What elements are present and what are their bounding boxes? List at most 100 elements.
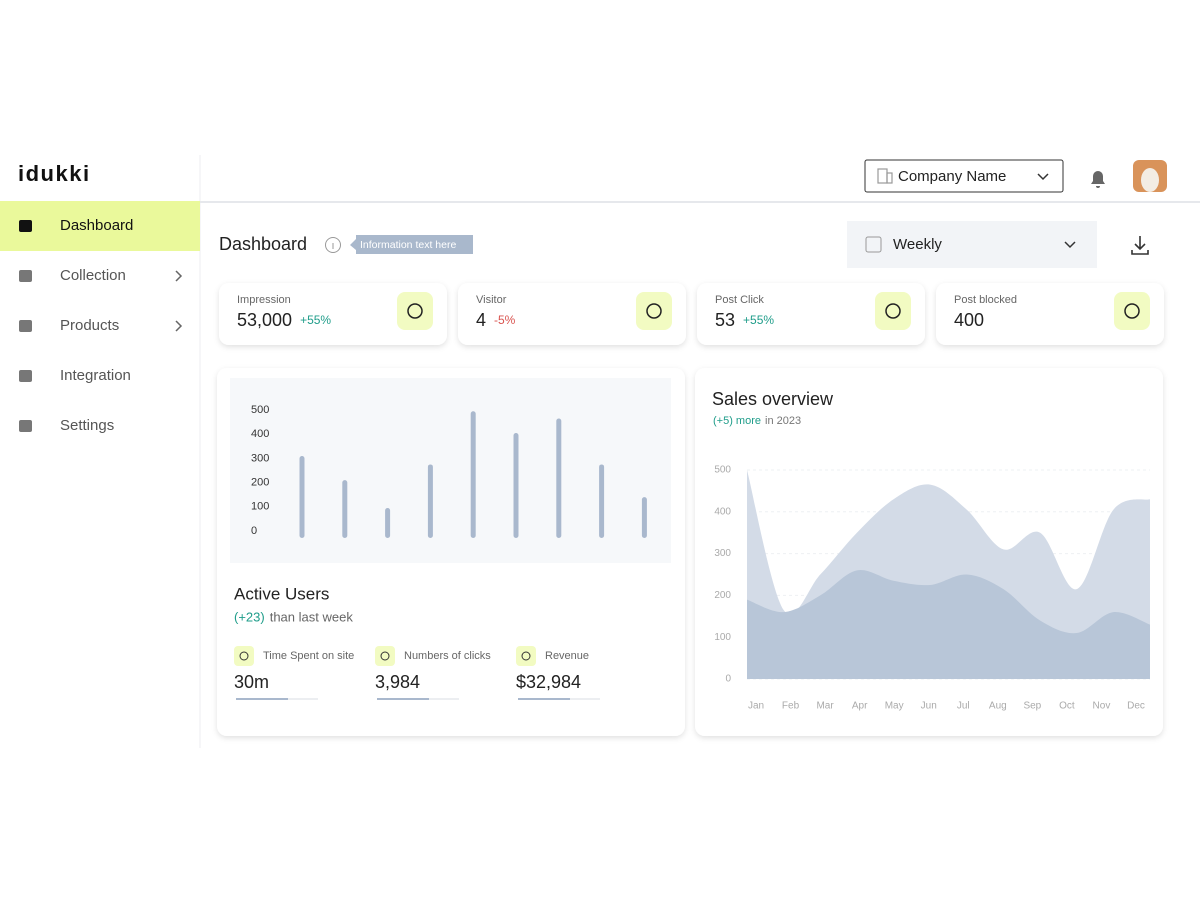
stat-label: Post blocked xyxy=(954,294,1017,306)
stat-value: 4 xyxy=(476,310,486,330)
chart-subtitle: than last week xyxy=(270,609,354,624)
nav-active-bg xyxy=(0,201,200,251)
metric-icon xyxy=(521,651,531,661)
metric-progress xyxy=(377,698,429,700)
chart-subtitle-highlight: (+5) more xyxy=(713,415,761,427)
stat-icon xyxy=(646,303,662,319)
metric-value: 3,984 xyxy=(375,672,420,692)
stat-icon xyxy=(407,303,423,319)
stat-icon xyxy=(885,303,901,319)
metric-value: 30m xyxy=(234,672,269,692)
y-tick-label: 500 xyxy=(251,404,269,416)
x-tick-label: Oct xyxy=(1059,701,1075,712)
nav-icon xyxy=(19,320,32,332)
x-tick-label: Aug xyxy=(989,701,1007,712)
bar xyxy=(299,455,305,538)
download-button[interactable] xyxy=(1131,236,1149,255)
x-tick-label: Jul xyxy=(957,701,970,712)
bar xyxy=(470,411,476,538)
nav-label[interactable]: Integration xyxy=(60,367,131,384)
y-tick-label: 500 xyxy=(714,465,731,476)
nav-chevron xyxy=(175,320,183,332)
stat-label: Post Click xyxy=(715,294,764,306)
metric-label: Numbers of clicks xyxy=(404,650,491,662)
stat-icon-bg xyxy=(397,292,433,330)
metric-progress xyxy=(236,698,288,700)
bar xyxy=(342,480,348,538)
x-tick-label: Mar xyxy=(816,701,834,712)
y-tick-label: 100 xyxy=(251,501,269,513)
metric-value: $32,984 xyxy=(516,672,581,692)
company-select[interactable] xyxy=(864,159,1064,193)
x-tick-label: Sep xyxy=(1023,701,1041,712)
stat-icon-bg xyxy=(1114,292,1150,330)
nav-label[interactable]: Products xyxy=(60,317,119,334)
metric-icon-bg xyxy=(375,646,395,666)
y-tick-label: 200 xyxy=(714,590,731,601)
calendar-icon xyxy=(865,236,882,253)
bar xyxy=(599,464,605,538)
company-name: Company Name xyxy=(898,168,1006,185)
chart-subtitle-highlight: (+23) xyxy=(234,609,265,624)
stat-icon-bg xyxy=(875,292,911,330)
stat-change: +55% xyxy=(300,313,331,327)
x-tick-label: May xyxy=(885,701,904,712)
stats-row: Impression 53,000 +55% Visitor 4 -5% Post Clic… xyxy=(219,283,1164,345)
nav-icon xyxy=(19,370,32,382)
y-tick-label: 400 xyxy=(714,506,731,517)
stat-card xyxy=(458,283,686,345)
stat-change: -5% xyxy=(494,313,516,327)
stat-card xyxy=(936,283,1164,345)
x-tick-label: Jan xyxy=(748,701,764,712)
bell-icon[interactable] xyxy=(1091,171,1105,188)
building-icon xyxy=(877,168,893,184)
metric-icon-bg xyxy=(516,646,536,666)
metric-icon xyxy=(239,651,249,661)
stat-card xyxy=(697,283,925,345)
x-tick-label: Apr xyxy=(852,701,868,712)
tooltip xyxy=(350,235,473,254)
x-tick-label: Dec xyxy=(1127,701,1145,712)
bar xyxy=(513,432,519,538)
nav-icon xyxy=(19,220,32,232)
nav-chevron xyxy=(175,270,183,282)
nav-icon xyxy=(19,270,32,282)
nav-label[interactable]: Dashboard xyxy=(60,217,133,234)
x-tick-label: Nov xyxy=(1093,701,1111,712)
x-tick-label: Jun xyxy=(921,701,937,712)
y-tick-label: 200 xyxy=(251,477,269,489)
page-title: Dashboard xyxy=(219,234,307,254)
brand-logo[interactable]: idukki xyxy=(18,161,91,186)
chevron xyxy=(1037,173,1049,181)
charts: 0 100 200 300 400 500 Active Users (+23) than la… xyxy=(234,389,1150,712)
metric-label: Time Spent on site xyxy=(263,650,354,662)
chevron xyxy=(1064,241,1076,249)
bar xyxy=(641,497,647,538)
stat-value: 400 xyxy=(954,310,984,330)
nav-label[interactable]: Collection xyxy=(60,267,126,284)
stat-label: Visitor xyxy=(476,294,507,306)
y-tick-label: 300 xyxy=(251,452,269,464)
stat-icon xyxy=(1124,303,1140,319)
bar xyxy=(556,418,562,538)
chart-title: Sales overview xyxy=(712,389,834,409)
period-value: Weekly xyxy=(893,236,942,253)
period-select[interactable] xyxy=(847,221,1097,268)
stat-value: 53 xyxy=(715,310,735,330)
bar xyxy=(385,508,391,538)
y-tick-label: 100 xyxy=(714,632,731,643)
stat-change: +55% xyxy=(743,313,774,327)
avatar-figure xyxy=(1141,168,1159,192)
info-icon[interactable] xyxy=(325,237,341,253)
chart-title: Active Users xyxy=(234,584,329,603)
stat-card xyxy=(219,283,447,345)
stat-icon-bg xyxy=(636,292,672,330)
bar xyxy=(427,464,433,538)
sidebar-nav: Dashboard Collection Products Integration Se… xyxy=(0,201,200,434)
metric-icon xyxy=(380,651,390,661)
metric-label: Revenue xyxy=(545,650,589,662)
y-tick-label: 0 xyxy=(251,525,257,537)
nav-icon xyxy=(19,420,32,432)
nav-label[interactable]: Settings xyxy=(60,417,114,434)
